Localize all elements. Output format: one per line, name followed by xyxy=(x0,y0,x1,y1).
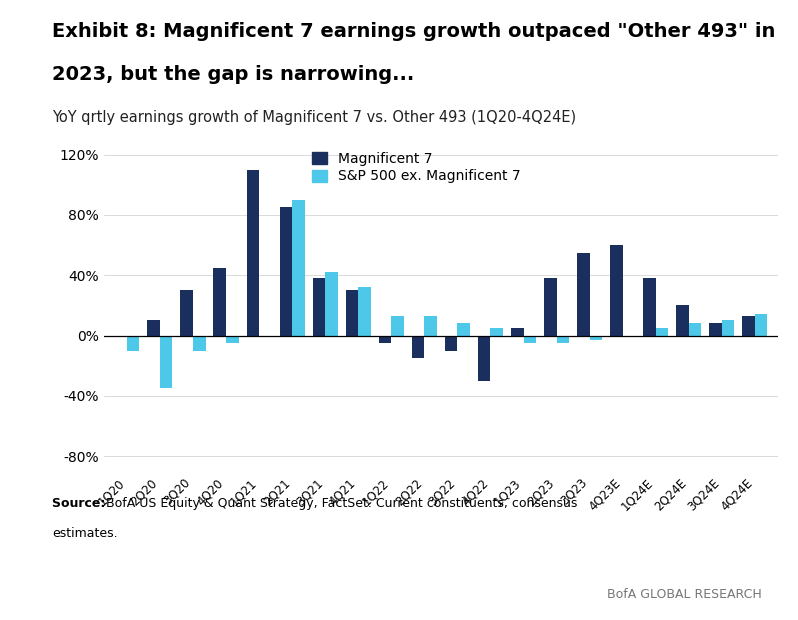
Bar xyxy=(214,268,226,335)
Bar xyxy=(127,335,140,350)
Bar xyxy=(193,335,206,350)
Bar xyxy=(160,335,172,388)
Bar xyxy=(279,207,292,335)
Text: estimates.: estimates. xyxy=(52,527,117,540)
Bar xyxy=(742,316,755,335)
Bar xyxy=(511,328,523,335)
Text: YoY qrtly earnings growth of Magnificent 7 vs. Other 493 (1Q20-4Q24E): YoY qrtly earnings growth of Magnificent… xyxy=(52,110,576,125)
Bar xyxy=(391,316,404,335)
Bar xyxy=(180,290,193,335)
Bar xyxy=(346,290,358,335)
Bar xyxy=(226,335,239,343)
Bar xyxy=(326,272,338,335)
Bar xyxy=(148,321,160,335)
Bar xyxy=(610,245,622,335)
Bar xyxy=(643,278,656,335)
Bar xyxy=(313,278,326,335)
Bar xyxy=(523,335,536,343)
Bar xyxy=(247,170,259,335)
Bar xyxy=(590,335,602,340)
Bar xyxy=(689,324,701,335)
Bar xyxy=(556,335,569,343)
Bar xyxy=(358,287,371,335)
Bar xyxy=(292,200,305,335)
Legend: Magnificent 7, S&P 500 ex. Magnificent 7: Magnificent 7, S&P 500 ex. Magnificent 7 xyxy=(306,146,527,189)
Text: Exhibit 8: Magnificent 7 earnings growth outpaced "Other 493" in: Exhibit 8: Magnificent 7 earnings growth… xyxy=(52,22,775,41)
Bar xyxy=(709,324,722,335)
Bar xyxy=(491,328,503,335)
Bar xyxy=(412,335,425,358)
Bar xyxy=(722,321,734,335)
Text: BofA US Equity & Quant Strategy, FactSet. Current constituents, consensus: BofA US Equity & Quant Strategy, FactSet… xyxy=(106,497,578,510)
Bar xyxy=(755,314,768,335)
Text: BofA GLOBAL RESEARCH: BofA GLOBAL RESEARCH xyxy=(607,588,762,601)
Bar xyxy=(478,335,491,381)
Bar xyxy=(444,335,457,350)
Text: Source:: Source: xyxy=(52,497,109,510)
Bar xyxy=(379,335,391,343)
Bar xyxy=(544,278,556,335)
Bar xyxy=(577,252,590,335)
Bar xyxy=(425,316,437,335)
Bar xyxy=(676,306,689,335)
Text: 2023, but the gap is narrowing...: 2023, but the gap is narrowing... xyxy=(52,65,414,84)
Bar xyxy=(656,328,668,335)
Bar xyxy=(457,324,470,335)
